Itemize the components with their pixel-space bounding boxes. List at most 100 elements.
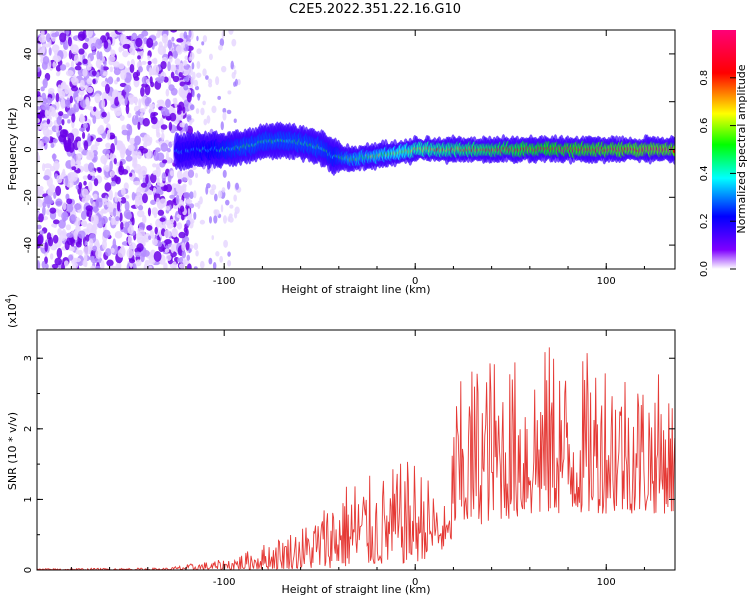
noise-speckle [157, 120, 161, 129]
noise-speckle [134, 135, 142, 146]
noise-speckle [181, 242, 186, 252]
noise-speckle [197, 92, 201, 101]
noise-speckle [104, 164, 110, 172]
noise-speckle [177, 178, 182, 185]
noise-speckle [173, 236, 180, 244]
noise-speckle [124, 95, 128, 106]
noise-speckle [86, 222, 93, 234]
noise-speckle [114, 191, 118, 203]
noise-speckle [142, 215, 147, 224]
noise-speckle [162, 220, 166, 231]
noise-speckle [178, 62, 185, 73]
noise-speckle [178, 263, 185, 269]
noise-speckle [199, 196, 203, 205]
noise-speckle [148, 265, 153, 269]
noise-speckle [188, 247, 192, 254]
noise-speckle [222, 111, 227, 121]
noise-speckle [129, 258, 136, 264]
noise-speckle [104, 83, 110, 94]
noise-speckle [102, 229, 111, 239]
noise-speckle [200, 107, 205, 116]
noise-speckle [65, 175, 69, 187]
noise-speckle [133, 76, 140, 81]
noise-speckle [66, 198, 73, 205]
noise-speckle [208, 216, 213, 224]
noise-speckle [100, 64, 104, 75]
noise-speckle [110, 142, 115, 154]
noise-speckle [180, 42, 186, 49]
noise-speckle [122, 43, 131, 49]
noise-speckle [109, 66, 114, 73]
noise-speckle [141, 83, 149, 88]
noise-speckle [131, 191, 136, 201]
noise-speckle [61, 211, 69, 222]
noise-speckle [211, 105, 217, 114]
noise-speckle [108, 265, 117, 269]
noise-speckle [42, 78, 48, 89]
noise-speckle [179, 122, 186, 128]
noise-speckle [106, 259, 114, 267]
noise-speckle [74, 65, 82, 71]
noise-speckle [144, 97, 150, 107]
noise-speckle [162, 159, 168, 164]
noise-speckle [40, 86, 45, 92]
noise-speckle [124, 221, 130, 229]
noise-speckle [101, 131, 107, 139]
noise-speckle [66, 236, 74, 246]
noise-speckle [118, 165, 123, 173]
noise-speckle [153, 57, 158, 65]
noise-speckle [228, 213, 233, 218]
noise-speckle [188, 30, 192, 38]
noise-speckle [82, 68, 88, 77]
noise-speckle [227, 251, 231, 257]
noise-speckle [44, 263, 49, 269]
noise-speckle [37, 185, 44, 191]
noise-speckle [233, 69, 237, 75]
noise-speckle [209, 188, 215, 196]
noise-speckle [53, 55, 62, 63]
noise-speckle [113, 157, 117, 165]
noise-speckle [77, 140, 82, 149]
noise-speckle [227, 260, 232, 267]
noise-speckle [65, 224, 72, 231]
noise-speckle [182, 184, 187, 194]
noise-speckle [127, 60, 131, 67]
noise-speckle [164, 43, 168, 48]
noise-speckle [37, 260, 41, 269]
noise-speckle [87, 133, 91, 144]
noise-speckle [212, 261, 217, 269]
noise-speckle [150, 199, 157, 205]
noise-speckle [165, 254, 172, 262]
noise-speckle [143, 263, 148, 269]
noise-speckle [121, 143, 126, 154]
noise-speckle [188, 178, 193, 186]
noise-speckle [44, 241, 48, 253]
noise-speckle [219, 38, 225, 47]
noise-speckle [193, 211, 197, 220]
noise-speckle [231, 38, 237, 47]
noise-speckle [191, 62, 195, 70]
noise-speckle [185, 199, 193, 204]
noise-speckle [120, 221, 124, 230]
noise-speckle [101, 111, 107, 118]
snr-ytick-label: 1 [23, 496, 34, 502]
noise-speckle [181, 250, 186, 259]
noise-speckle [68, 141, 75, 153]
noise-speckle [127, 112, 132, 119]
noise-speckle [55, 92, 60, 103]
noise-speckle [93, 205, 99, 214]
noise-speckle [155, 163, 160, 170]
noise-speckle [94, 256, 103, 264]
noise-speckle [142, 249, 150, 257]
noise-speckle [121, 168, 129, 175]
noise-speckle [128, 124, 133, 136]
noise-speckle [164, 108, 168, 115]
noise-speckle [126, 248, 134, 259]
noise-speckle [38, 35, 47, 43]
noise-speckle [172, 203, 179, 210]
noise-speckle [91, 223, 98, 231]
noise-speckle [137, 169, 142, 175]
noise-speckle [183, 84, 189, 91]
